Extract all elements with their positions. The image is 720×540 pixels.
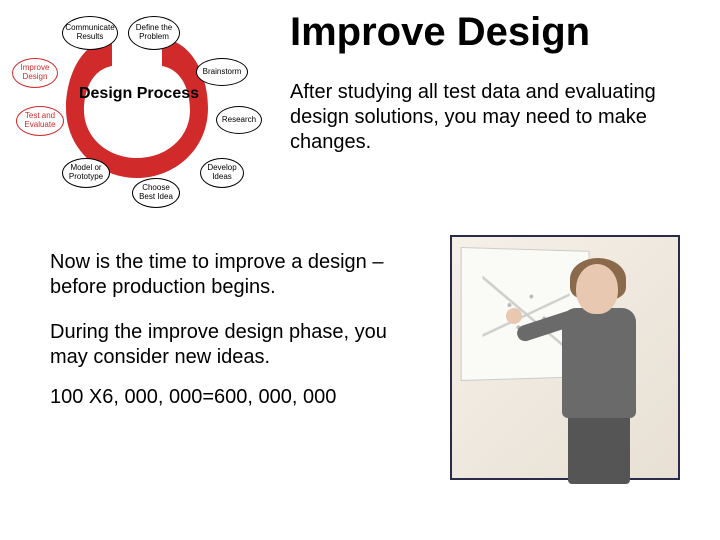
- process-step-label: Test and Evaluate: [19, 112, 61, 130]
- body-paragraph-3: 100 X6, 000, 000=600, 000, 000: [50, 385, 420, 410]
- process-step-bubble: Communicate Results: [62, 16, 118, 50]
- process-step-label: Communicate Results: [65, 24, 115, 42]
- page-title: Improve Design: [290, 10, 590, 55]
- process-step-bubble: Model or Prototype: [62, 158, 110, 188]
- body-paragraph-2: During the improve design phase, you may…: [50, 320, 420, 370]
- process-step-label: Brainstorm: [203, 68, 242, 77]
- process-step-label: Research: [222, 116, 256, 125]
- process-step-bubble: Define the Problem: [128, 16, 180, 50]
- process-step-bubble: Improve Design: [12, 58, 58, 88]
- process-step-bubble: Research: [216, 106, 262, 134]
- process-step-label: Develop Ideas: [203, 164, 241, 182]
- process-step-bubble: Brainstorm: [196, 58, 248, 86]
- person-illustration: [548, 258, 668, 478]
- process-step-label: Model or Prototype: [65, 164, 107, 182]
- diagram-center-label: Design Process: [64, 85, 214, 103]
- process-step-label: Choose Best Idea: [135, 184, 177, 202]
- process-step-label: Define the Problem: [131, 24, 177, 42]
- process-step-bubble: Test and Evaluate: [16, 106, 64, 136]
- process-step-label: Improve Design: [15, 64, 55, 82]
- body-paragraph-1: Now is the time to improve a design – be…: [50, 250, 420, 300]
- design-process-diagram: Design Process Communicate Results Define…: [10, 10, 270, 210]
- intro-paragraph: After studying all test data and evaluat…: [290, 80, 700, 155]
- presenter-photo: [450, 235, 680, 480]
- process-step-bubble: Develop Ideas: [200, 158, 244, 188]
- process-step-bubble: Choose Best Idea: [132, 178, 180, 208]
